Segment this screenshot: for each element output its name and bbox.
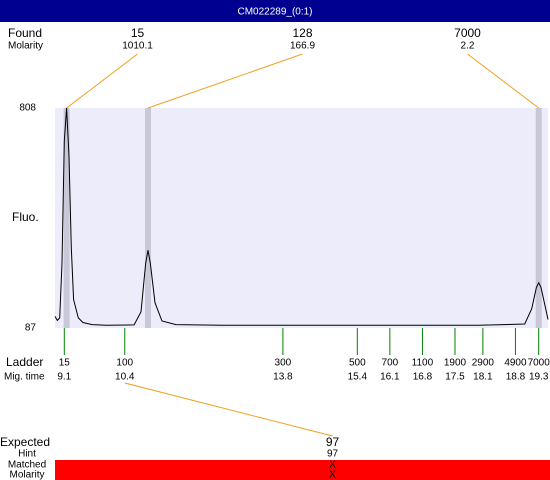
expected-label: Expected: [0, 435, 50, 449]
peak-link: [147, 53, 303, 109]
ladder-time: 18.1: [473, 372, 493, 383]
ladder-time: 10.4: [115, 372, 135, 383]
y-tick-label: 808: [19, 103, 36, 114]
peak-band: [63, 108, 70, 328]
found-molarity: 1010.1: [122, 41, 153, 52]
peak-link: [66, 53, 138, 109]
ladder-size: 15: [59, 358, 71, 369]
ladder-size: 2900: [472, 358, 495, 369]
peak-band: [535, 108, 542, 328]
ladder-time: 16.1: [380, 372, 400, 383]
molarity-label: Molarity: [8, 41, 43, 52]
found-molarity: 166.9: [290, 41, 315, 52]
ladder-time: 17.5: [445, 372, 465, 383]
y-axis-label: Fluo.: [12, 210, 39, 224]
ladder-size: 500: [349, 358, 366, 369]
ladder-size: 4900: [504, 358, 527, 369]
mig-time-label: Mig. time: [4, 372, 45, 383]
match-bar: [55, 460, 550, 480]
ladder-time: 19.3: [529, 372, 549, 383]
found-size: 15: [131, 26, 145, 40]
ladder-time: 13.8: [273, 372, 293, 383]
ladder-time: 9.1: [57, 372, 71, 383]
ladder-label: Ladder: [6, 355, 43, 369]
hint-label: Hint: [18, 449, 36, 460]
hint-value: 97: [327, 449, 339, 460]
expected-link: [124, 382, 333, 437]
ladder-size: 1100: [412, 358, 434, 369]
matched-value: X: [329, 460, 336, 471]
ladder-time: 16.8: [413, 372, 433, 383]
ladder-size: 700: [382, 358, 399, 369]
molarity-value: X: [329, 470, 336, 480]
found-size: 128: [292, 26, 312, 40]
trace: [54, 107, 549, 326]
title: CM022289_(0:1): [237, 7, 312, 18]
expected-molarity-label: Molarity: [9, 470, 44, 480]
y-tick-label: 87: [25, 323, 37, 334]
expected-size: 97: [326, 435, 340, 449]
ladder-time: 15.4: [348, 372, 368, 383]
matched-label: Matched: [8, 460, 46, 471]
ladder-size: 7000: [528, 358, 550, 369]
peak-band: [145, 108, 152, 328]
found-molarity: 2.2: [461, 41, 475, 52]
found-label: Found: [8, 26, 42, 40]
plot-area: [55, 108, 548, 328]
found-size: 7000: [454, 26, 481, 40]
title-bar: [0, 0, 550, 22]
ladder-size: 100: [116, 358, 133, 369]
ladder-size: 300: [275, 358, 292, 369]
ladder-time: 18.8: [506, 372, 526, 383]
ladder-size: 1900: [444, 358, 467, 369]
peak-link: [467, 53, 540, 109]
